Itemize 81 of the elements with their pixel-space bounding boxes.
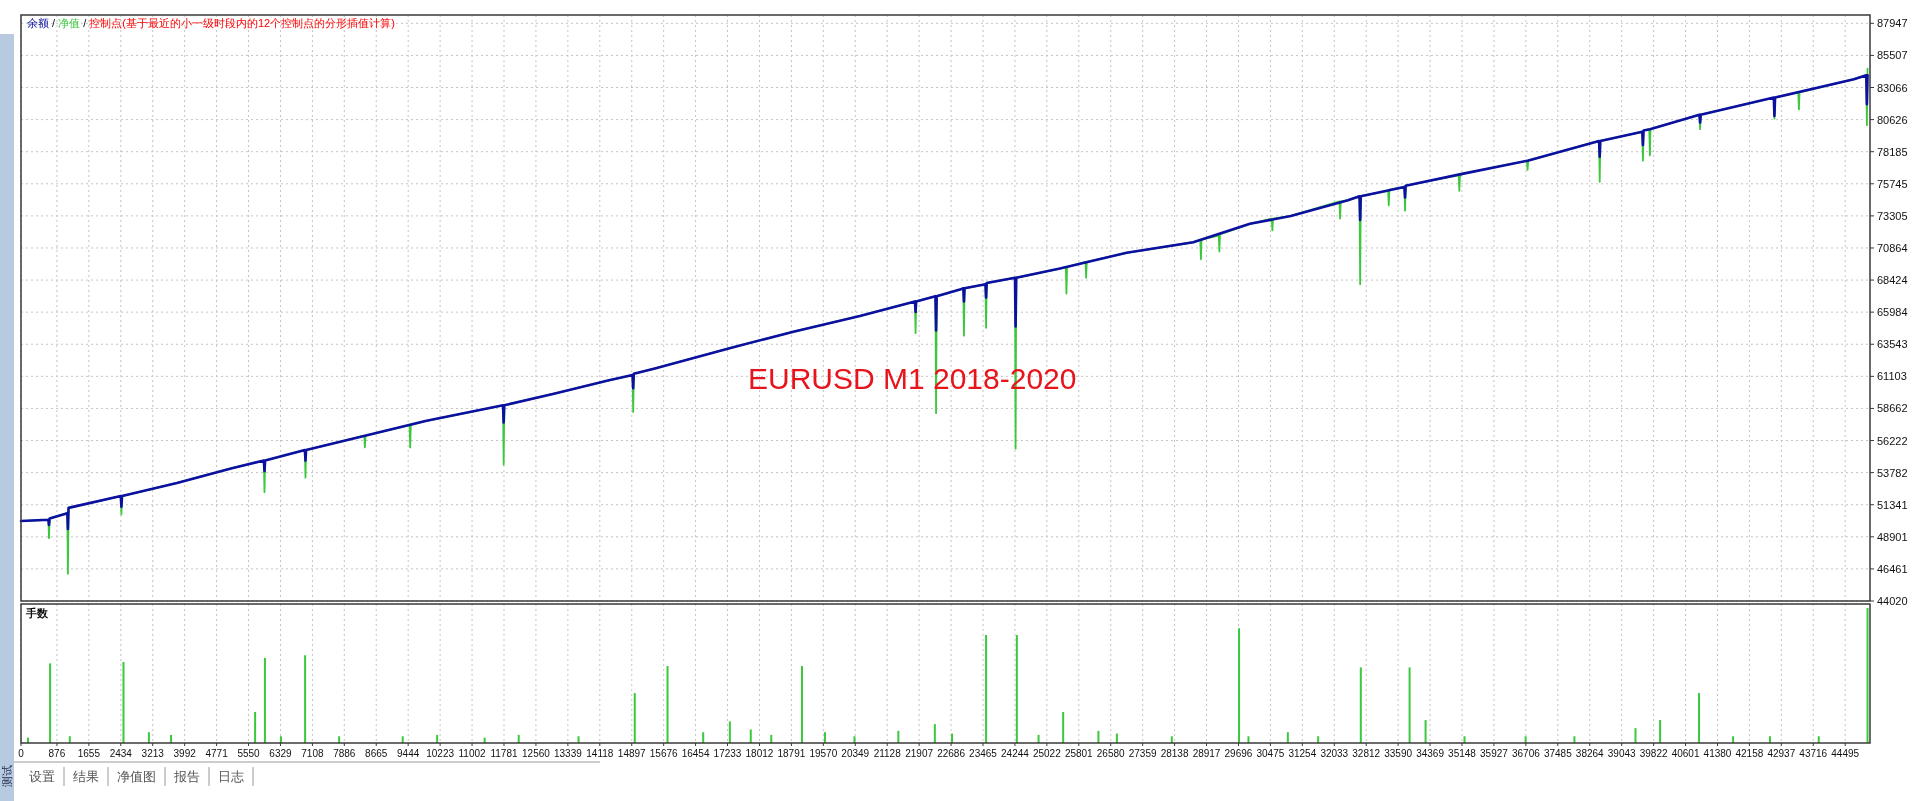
x-tick-label: 39822	[1639, 748, 1668, 759]
x-tick-label: 42937	[1767, 748, 1796, 759]
x-tick-label: 34369	[1416, 748, 1445, 759]
x-tick-label: 44495	[1831, 748, 1860, 759]
x-tick-label: 30475	[1256, 748, 1285, 759]
x-tick-label: 13339	[553, 748, 583, 759]
y-tick-label: 65984	[1877, 306, 1908, 319]
x-tick-label: 32812	[1352, 748, 1381, 759]
x-tick-label: 38264	[1575, 748, 1605, 759]
x-tick-label: 7886	[333, 748, 356, 759]
x-tick-label: 10223	[426, 748, 455, 759]
x-tick-label: 18012	[745, 748, 774, 759]
x-tick-label: 2434	[109, 748, 133, 759]
text: 测试	[1, 765, 13, 787]
y-tick-label: 56222	[1877, 434, 1908, 447]
x-tick-label: 7108	[301, 748, 324, 759]
x-tick-label: 11002	[458, 748, 487, 759]
x-tick-label: 26580	[1096, 748, 1126, 759]
y-tick-label: 46461	[1877, 562, 1908, 575]
x-tick-label: 25801	[1064, 748, 1094, 759]
x-tick-label: 14897	[617, 748, 647, 759]
x-tick-label: 6329	[269, 748, 293, 759]
x-tick-label: 39043	[1607, 748, 1637, 759]
x-tick-label: 8665	[365, 748, 388, 759]
x-tick-label: 19570	[809, 748, 838, 759]
y-tick-label: 51341	[1877, 498, 1908, 511]
y-tick-label: 48901	[1877, 530, 1908, 543]
x-tick-label: 9444	[397, 748, 420, 759]
x-tick-label: 20349	[841, 748, 870, 759]
y-tick-label: 68424	[1877, 274, 1908, 287]
y-tick-label: 63543	[1877, 338, 1908, 351]
y-tick-label: 83066	[1877, 81, 1908, 94]
x-tick-label: 5550	[237, 748, 261, 759]
x-tick-label: 27359	[1128, 748, 1157, 759]
x-tick-label: 21128	[873, 748, 902, 759]
x-tick-label: 36706	[1511, 748, 1541, 759]
y-tick-label: 61103	[1877, 370, 1907, 383]
x-tick-label: 42158	[1735, 748, 1764, 759]
x-tick-label: 3213	[141, 748, 165, 759]
x-tick-label: 37485	[1543, 748, 1573, 759]
x-tick-label: 876	[48, 748, 66, 759]
x-tick-label: 31254	[1288, 748, 1317, 759]
x-tick-label: 21907	[905, 748, 934, 759]
x-tick-label: 3992	[173, 748, 197, 759]
x-tick-label: 14118	[586, 748, 614, 759]
y-tick-label: 58662	[1877, 402, 1908, 415]
y-tick-label: 87947	[1877, 17, 1908, 30]
y-tick-label: 80626	[1877, 113, 1908, 126]
x-tick-label: 28138	[1160, 748, 1189, 759]
y-tick-label: 78185	[1877, 145, 1908, 158]
x-tick-label: 35927	[1480, 748, 1509, 759]
x-tick-label: 4771	[205, 748, 229, 759]
x-tick-label: 1655	[77, 748, 101, 759]
y-tick-label: 75745	[1877, 177, 1908, 190]
x-tick-label: 16454	[681, 748, 710, 759]
x-tick-label: 29696	[1224, 748, 1253, 759]
chart-title: 手数	[25, 607, 49, 619]
y-tick-label: 85507	[1877, 49, 1908, 62]
x-tick-label: 28917	[1192, 748, 1221, 759]
x-tick-label: 11781	[490, 748, 518, 759]
x-tick-label: 32033	[1320, 748, 1349, 759]
x-tick-label: 0	[18, 748, 25, 759]
y-tick-label: 44020	[1877, 595, 1908, 607]
legend: 余额 / 净值 / 控制点(基于最近的小一级时段内的12个控制点的分形插值计算)	[27, 17, 395, 29]
x-tick-label: 17233	[713, 748, 742, 759]
x-tick-label: 12560	[522, 748, 551, 759]
tab-strip: 设置 结果 净值图 报告 日志	[13, 761, 601, 787]
x-tick-label: 43716	[1799, 748, 1828, 759]
x-tick-label: 22686	[937, 748, 966, 759]
y-tick-label: 70864	[1877, 241, 1908, 254]
y-tick-label: 53782	[1877, 466, 1908, 479]
x-tick-label: 25022	[1032, 748, 1062, 759]
y-tick-label: 73305	[1877, 209, 1908, 222]
x-tick-label: 15676	[649, 748, 679, 759]
x-tick-label: 33590	[1384, 748, 1413, 759]
x-tick-label: 41380	[1703, 748, 1732, 759]
x-tick-label: 23465	[969, 748, 998, 759]
x-tick-label: 35148	[1448, 748, 1477, 759]
x-tick-label: 18791	[777, 748, 806, 759]
x-tick-label: 24244	[1001, 748, 1030, 759]
x-tick-label: 40601	[1671, 748, 1700, 759]
